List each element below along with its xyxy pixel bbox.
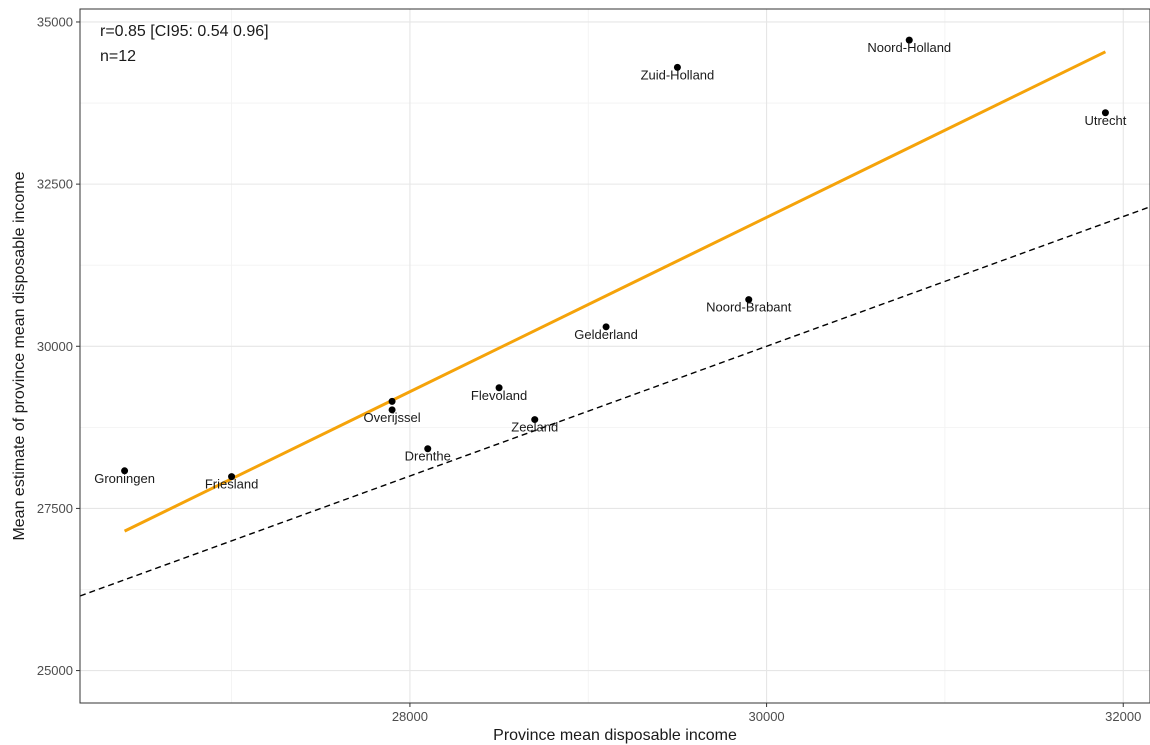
tick-labels: 28000 30000 32000 25000 27500 30000 32500 35000	[37, 14, 1141, 724]
x-tick-label: 30000	[749, 709, 785, 724]
regression-line	[123, 50, 1107, 533]
minor-gridlines	[80, 9, 1150, 703]
data-point	[531, 416, 539, 424]
y-tick-label: 30000	[37, 339, 73, 354]
y-tick-label: 32500	[37, 177, 73, 192]
data-point	[602, 323, 610, 331]
data-point	[424, 445, 432, 453]
x-tick-label: 28000	[392, 709, 428, 724]
point-label: Flevoland	[471, 388, 527, 403]
data-point	[388, 406, 396, 414]
data-points	[121, 36, 1109, 481]
sample-size-annotation: n=12	[100, 48, 136, 65]
data-point	[495, 384, 503, 392]
data-point	[905, 36, 913, 44]
point-label: Utrecht	[1084, 113, 1126, 128]
point-labels: Groningen Friesland Drenthe Overijssel Flevo…	[94, 40, 1127, 492]
data-point	[673, 63, 681, 71]
y-axis-title: Mean estimate of province mean disposabl…	[11, 171, 28, 540]
y-tick-label: 25000	[37, 663, 73, 678]
correlation-annotation: r=0.85 [CI95: 0.54 0.96]	[100, 23, 269, 40]
major-gridlines	[80, 9, 1150, 703]
data-point	[745, 296, 753, 304]
point-label: Friesland	[205, 477, 258, 492]
point-label: Noord-Brabant	[706, 300, 792, 315]
data-point	[121, 467, 129, 475]
point-label: Overijssel	[364, 410, 421, 425]
point-label: Groningen	[94, 471, 155, 486]
point-label: Gelderland	[574, 327, 638, 342]
data-point	[1101, 109, 1109, 117]
axis-ticks	[76, 21, 1124, 707]
point-label: Noord-Holland	[867, 40, 951, 55]
x-axis-title: Province mean disposable income	[493, 727, 737, 744]
point-label: Zuid-Holland	[641, 67, 715, 82]
data-point	[228, 473, 236, 481]
point-label: Zeeland	[511, 420, 558, 435]
y-tick-label: 35000	[37, 14, 73, 29]
point-label: Drenthe	[405, 449, 451, 464]
data-point	[388, 397, 396, 405]
panel-border	[79, 8, 1150, 704]
reference-lines	[79, 50, 1150, 597]
x-tick-label: 32000	[1105, 709, 1141, 724]
y-tick-label: 27500	[37, 501, 73, 516]
